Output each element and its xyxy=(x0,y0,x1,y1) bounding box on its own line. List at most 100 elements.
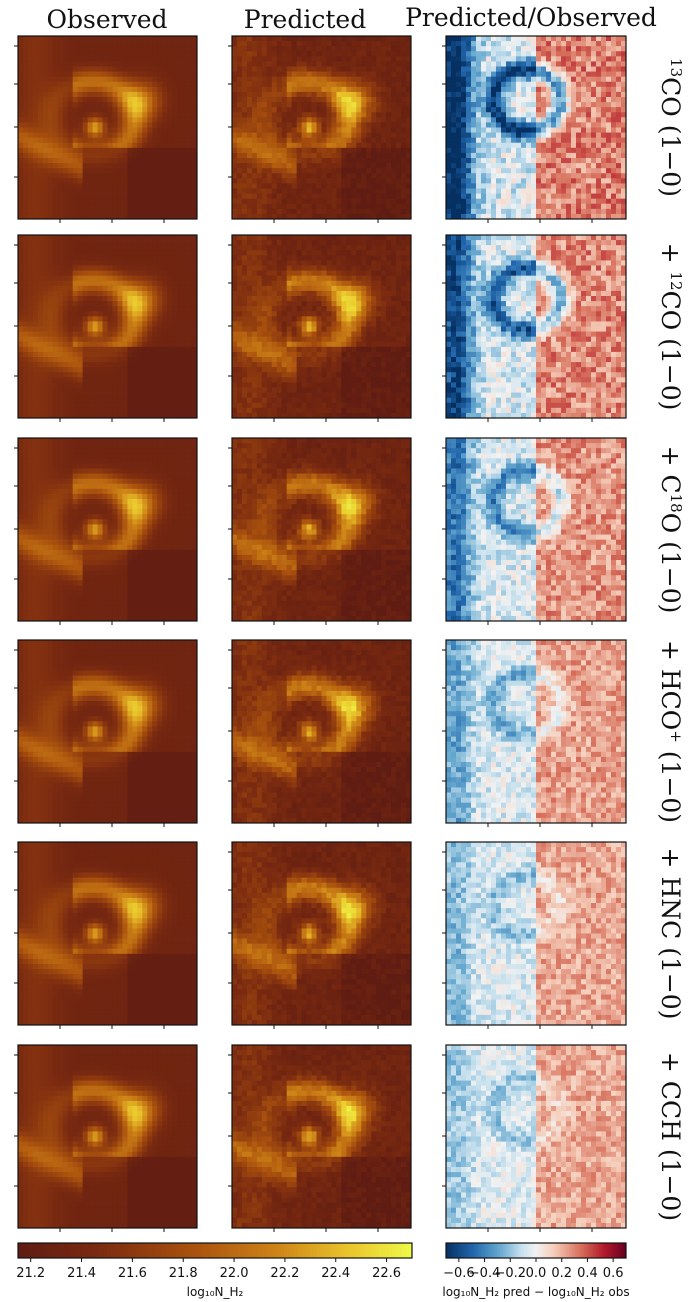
pixel xyxy=(606,203,612,210)
pixel xyxy=(276,51,283,57)
pixel xyxy=(276,56,283,62)
pixel xyxy=(172,306,178,312)
pixel xyxy=(117,250,123,256)
pixel xyxy=(122,81,128,88)
pixel xyxy=(571,56,577,62)
pixel xyxy=(306,188,312,194)
pixel xyxy=(117,36,123,42)
pixel xyxy=(47,372,54,378)
pixel xyxy=(291,198,298,205)
pixel xyxy=(276,152,283,159)
pixel xyxy=(276,107,283,113)
pixel xyxy=(82,240,89,246)
pixel xyxy=(386,158,392,164)
pixel xyxy=(401,36,407,42)
pixel xyxy=(386,112,392,118)
pixel xyxy=(232,102,238,108)
pixel xyxy=(566,183,572,189)
pixel xyxy=(127,285,133,292)
pixel xyxy=(556,71,562,78)
pixel xyxy=(296,142,303,149)
pixel xyxy=(72,97,79,103)
pixel xyxy=(82,382,89,388)
pixel xyxy=(147,367,153,373)
pixel xyxy=(122,122,128,128)
pixel xyxy=(177,41,183,47)
pixel xyxy=(481,71,487,78)
pixel xyxy=(241,173,248,179)
pixel xyxy=(401,137,407,144)
pixel xyxy=(481,112,487,118)
pixel xyxy=(331,132,337,139)
pixel xyxy=(316,76,322,83)
pixel xyxy=(47,296,54,302)
pixel xyxy=(516,66,522,72)
pixel xyxy=(366,132,372,139)
pixel xyxy=(466,213,472,220)
pixel xyxy=(346,173,352,179)
pixel xyxy=(167,240,173,246)
pixel xyxy=(137,51,143,57)
pixel xyxy=(306,36,312,42)
pixel xyxy=(42,117,49,123)
pixel xyxy=(107,203,113,210)
pixel xyxy=(87,240,93,246)
pixel xyxy=(182,56,188,62)
pixel xyxy=(591,66,597,72)
pixel xyxy=(396,213,402,220)
pixel xyxy=(72,122,79,128)
pixel xyxy=(192,336,198,343)
pixel xyxy=(112,250,118,256)
pixel xyxy=(481,213,487,220)
pixel xyxy=(376,102,382,108)
pixel xyxy=(311,86,317,93)
pixel xyxy=(152,61,158,67)
pixel xyxy=(541,203,547,210)
pixel xyxy=(516,173,522,179)
pixel xyxy=(142,41,148,47)
pixel xyxy=(82,367,89,373)
pixel xyxy=(346,112,352,118)
pixel xyxy=(326,97,332,103)
pixel xyxy=(72,280,79,287)
pixel xyxy=(117,372,123,378)
pixel xyxy=(232,208,238,215)
pixel xyxy=(516,41,522,47)
pixel xyxy=(611,117,617,123)
pixel xyxy=(232,183,238,189)
pixel xyxy=(551,198,557,205)
pixel xyxy=(162,311,168,317)
pixel xyxy=(511,132,517,139)
pixel xyxy=(251,178,258,184)
pixel xyxy=(516,51,522,57)
pixel xyxy=(261,71,268,78)
pixel xyxy=(87,357,93,363)
pixel xyxy=(182,91,188,98)
pixel xyxy=(346,127,352,133)
pixel xyxy=(406,36,412,42)
pixel xyxy=(461,147,467,154)
pixel xyxy=(87,296,93,302)
pixel xyxy=(516,71,522,78)
pixel xyxy=(107,240,113,246)
pixel xyxy=(586,76,592,83)
pixel xyxy=(501,81,507,88)
pixel xyxy=(147,260,153,266)
pixel xyxy=(177,168,183,174)
pixel xyxy=(112,208,118,215)
pixel xyxy=(187,193,193,200)
pixel xyxy=(251,36,258,42)
pixel xyxy=(346,51,352,57)
pixel xyxy=(152,91,158,98)
pixel xyxy=(182,331,188,338)
pixel xyxy=(591,147,597,154)
pixel xyxy=(371,102,377,108)
pixel xyxy=(401,178,407,184)
pixel xyxy=(187,280,193,287)
pixel xyxy=(192,76,198,83)
pixel xyxy=(122,173,128,179)
pixel xyxy=(381,203,387,210)
pixel xyxy=(541,168,547,174)
pixel xyxy=(311,142,317,149)
pixel xyxy=(576,81,582,88)
